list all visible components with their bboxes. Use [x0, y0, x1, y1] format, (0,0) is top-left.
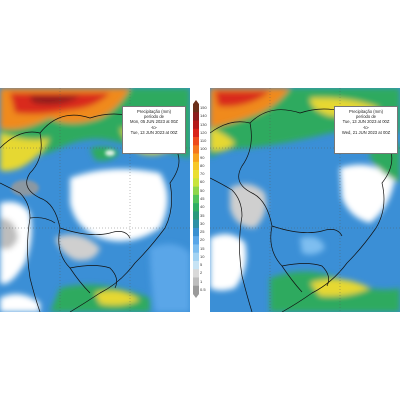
colorbar-swatch	[193, 120, 199, 130]
legend-title: Precipitação (mm)	[137, 109, 171, 114]
colorbar-min-arrow	[193, 294, 199, 298]
legend-end-date: Tue, 13 JUN 2023 at 00Z	[130, 129, 178, 135]
colorbar-tick-label: 140	[200, 113, 207, 119]
colorbar-swatch	[193, 128, 199, 138]
colorbar-tick-label: 10	[200, 253, 205, 259]
legend-start-date: Tue, 13 JUN 2023 at 00Z	[342, 119, 390, 125]
legend-separator: -to-	[362, 124, 370, 130]
colorbar-swatch	[193, 285, 199, 295]
colorbar-swatch	[193, 112, 199, 121]
colorbar-ticks: 150 140 130 120 110 100 90 80 70 60 50 45 40 35 30 25 20…	[200, 100, 210, 298]
colorbar-swatch	[193, 227, 199, 237]
legend-subtitle: período de	[355, 114, 377, 120]
colorbar-tick-label: 20	[200, 237, 205, 243]
legend-title: Precipitação (mm)	[349, 109, 383, 114]
colorbar-tick-label: 25	[200, 229, 205, 235]
legend-end-date: Wed, 21 JUN 2023 at 00Z	[341, 129, 391, 135]
colorbar-swatch	[193, 137, 199, 146]
colorbar-tick-label: 15	[200, 245, 205, 251]
colorbar-swatch	[193, 260, 199, 270]
colorbar-swatch	[193, 277, 199, 287]
colorbar-swatches	[193, 100, 199, 298]
colorbar-swatch	[193, 203, 199, 212]
colorbar-max-arrow	[193, 100, 199, 104]
country-borders	[210, 108, 393, 312]
colorbar-swatch	[193, 145, 199, 154]
country-borders	[0, 113, 180, 312]
colorbar-swatch	[193, 244, 199, 253]
colorbar-swatch	[193, 194, 199, 204]
colorbar-tick-label: 40	[200, 204, 205, 210]
colorbar-swatch	[193, 153, 199, 163]
colorbar-tick-label: 70	[200, 171, 205, 177]
colorbar-swatch	[193, 186, 199, 196]
colorbar-swatch	[193, 236, 199, 245]
colorbar-tick-label: 1	[200, 278, 203, 284]
legend-separator: -to-	[150, 124, 158, 130]
precipitation-colorbar: 150 140 130 120 110 100 90 80 70 60 50 45 40 35 30 25 20…	[193, 100, 207, 298]
legend-start-date: Mon, 05 JUN 2023 at 00Z	[130, 119, 178, 125]
colorbar-tick-label: 60	[200, 179, 205, 185]
colorbar-tick-label: 120	[200, 129, 207, 135]
right-period-legend: Precipitação (mm) período de Tue, 13 JUN…	[334, 106, 398, 154]
left-precipitation-map: Precipitação (mm) período de Mon, 05 JUN…	[0, 88, 190, 312]
colorbar-tick-label: 90	[200, 154, 205, 160]
right-precipitation-map: Precipitação (mm) período de Tue, 13 JUN…	[210, 88, 400, 312]
right-map-field	[210, 88, 400, 312]
colorbar-tick-label: 30	[200, 220, 205, 226]
colorbar-swatch	[193, 161, 199, 171]
colorbar-tick-label: 50	[200, 187, 205, 193]
colorbar-swatch	[193, 269, 199, 278]
colorbar-tick-label: 80	[200, 162, 205, 168]
colorbar-swatch	[193, 104, 199, 113]
legend-subtitle: período de	[143, 114, 165, 120]
colorbar-tick-label: 35	[200, 212, 205, 218]
colorbar-tick-label: 110	[200, 138, 207, 144]
colorbar-swatch	[193, 252, 199, 262]
colorbar-tick-label: 0.5	[200, 286, 206, 292]
colorbar-tick-label: 5	[200, 262, 203, 268]
colorbar-tick-label: 45	[200, 196, 205, 201]
colorbar-tick-label: 2	[200, 270, 203, 276]
colorbar-tick-label: 150	[200, 105, 207, 111]
colorbar-tick-label: 130	[200, 121, 207, 127]
left-period-legend: Precipitação (mm) período de Mon, 05 JUN…	[122, 106, 186, 154]
colorbar-swatch	[193, 178, 199, 187]
colorbar-swatch	[193, 211, 199, 220]
colorbar-swatch	[193, 170, 199, 179]
colorbar-tick-label: 100	[200, 146, 207, 152]
colorbar-swatch	[193, 219, 199, 229]
